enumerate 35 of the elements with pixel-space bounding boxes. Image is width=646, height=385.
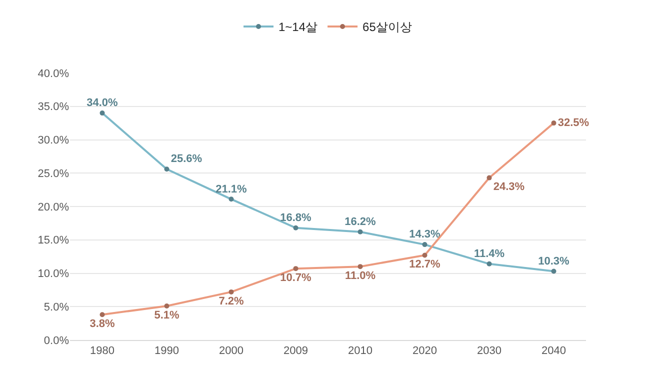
y-tick-label: 15.0%: [38, 234, 70, 247]
data-label: 11.0%: [344, 270, 376, 282]
data-label: 32.5%: [558, 116, 590, 129]
data-label: 16.8%: [280, 212, 312, 224]
x-tick-label: 1980: [90, 345, 114, 358]
data-label: 10.7%: [280, 272, 312, 284]
y-tick-label: 30.0%: [38, 134, 70, 147]
data-label: 3.8%: [90, 318, 115, 330]
data-label: 5.1%: [154, 309, 180, 322]
y-tick-label: 35.0%: [38, 101, 70, 114]
data-label: 34.0%: [86, 97, 118, 110]
x-tick-label: 2000: [219, 345, 244, 358]
y-tick-label: 10.0%: [38, 268, 70, 280]
data-label: 10.3%: [538, 255, 570, 268]
data-label: 12.7%: [409, 258, 441, 271]
y-tick-label: 20.0%: [38, 201, 70, 214]
x-tick-label: 2010: [348, 345, 372, 358]
x-tick-label: 2009: [284, 345, 308, 358]
y-tick-label: 0.0%: [44, 334, 70, 347]
x-tick-label: 2020: [412, 345, 437, 358]
x-tick-label: 1990: [154, 345, 179, 358]
y-tick-label: 25.0%: [38, 168, 70, 180]
y-tick-label: 40.0%: [38, 68, 70, 80]
x-tick-label: 2030: [477, 345, 502, 358]
legend-label: 65살이상: [362, 20, 412, 34]
data-label: 11.4%: [474, 248, 505, 260]
legend-label: 1~14살: [278, 20, 318, 34]
data-label: 14.3%: [409, 228, 441, 241]
data-label: 25.6%: [170, 153, 202, 166]
y-tick-label: 5.0%: [44, 301, 70, 314]
data-label: 24.3%: [493, 181, 525, 194]
data-label: 7.2%: [218, 295, 244, 308]
x-tick-label: 2040: [542, 345, 566, 358]
data-label: 21.1%: [216, 183, 248, 196]
data-label: 16.2%: [344, 216, 376, 228]
